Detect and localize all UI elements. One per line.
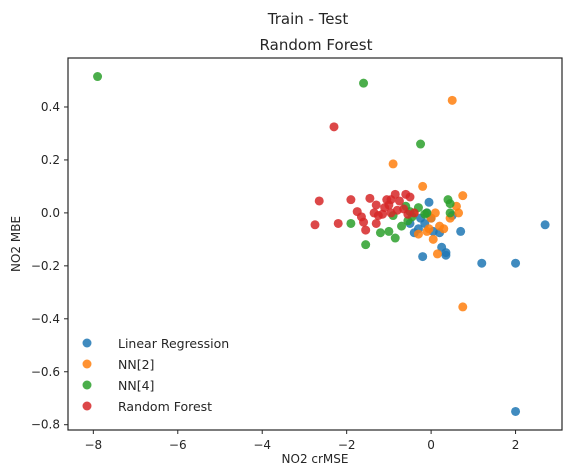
data-point <box>413 229 423 239</box>
data-point <box>361 240 371 250</box>
data-point <box>511 406 521 416</box>
x-tick-label: −2 <box>338 438 356 452</box>
data-point <box>409 208 419 218</box>
legend-marker <box>82 380 92 390</box>
data-point <box>437 242 447 252</box>
data-point <box>511 258 521 268</box>
legend-label: NN[2] <box>118 357 154 372</box>
data-point <box>390 233 400 243</box>
data-point <box>405 192 415 202</box>
data-point <box>386 208 396 218</box>
legend: Linear Regression NN[2] NN[4] Random Forest <box>82 336 229 414</box>
legend-label: NN[4] <box>118 378 154 393</box>
data-point <box>388 159 398 169</box>
data-points <box>93 72 550 416</box>
data-point <box>329 122 339 132</box>
data-point <box>418 181 428 191</box>
y-tick-label: −0.4 <box>31 312 60 326</box>
y-tick-label: 0.0 <box>41 206 60 220</box>
data-point <box>418 252 428 262</box>
legend-marker <box>82 338 92 348</box>
data-point <box>445 199 455 209</box>
data-point <box>375 228 385 238</box>
x-tick-label: 0 <box>427 438 435 452</box>
data-point <box>310 220 320 230</box>
data-point <box>384 200 394 210</box>
data-point <box>420 209 430 219</box>
data-point <box>384 226 394 236</box>
x-axis-label: NO2 crMSE <box>282 452 349 466</box>
y-tick-label: 0.4 <box>41 100 60 114</box>
data-point <box>477 258 487 268</box>
axis-ticks: −8 −6 −4 −2 0 2 −0.8 −0.6 −0.4 −0.2 0.0 0.2 0.4 <box>31 100 520 452</box>
legend-label: Linear Regression <box>118 336 229 351</box>
chart-title: Random Forest <box>260 36 373 54</box>
data-point <box>439 224 449 234</box>
legend-marker <box>82 359 92 369</box>
data-point <box>371 218 381 228</box>
data-point <box>361 225 371 235</box>
data-point <box>540 220 550 230</box>
data-point <box>346 218 356 228</box>
y-tick-label: −0.8 <box>31 418 60 432</box>
data-point <box>454 208 464 218</box>
data-point <box>399 204 409 214</box>
x-tick-label: −8 <box>84 438 102 452</box>
y-tick-label: 0.2 <box>41 153 60 167</box>
legend-marker <box>82 401 92 411</box>
series-3 <box>310 122 419 235</box>
data-point <box>333 218 343 228</box>
data-point <box>416 139 426 149</box>
data-point <box>346 195 356 205</box>
data-point <box>422 226 432 236</box>
data-point <box>403 216 413 226</box>
data-point <box>93 72 103 82</box>
x-tick-label: −4 <box>253 438 271 452</box>
data-point <box>432 249 442 259</box>
data-point <box>365 193 375 203</box>
x-tick-label: −6 <box>169 438 187 452</box>
data-point <box>359 217 369 227</box>
data-point <box>445 208 455 218</box>
y-tick-label: −0.2 <box>31 259 60 273</box>
data-point <box>458 191 468 201</box>
data-point <box>458 302 468 312</box>
data-point <box>456 226 466 236</box>
data-point <box>394 196 404 206</box>
figure-suptitle: Train - Test <box>267 10 349 28</box>
data-point <box>428 234 438 244</box>
data-point <box>359 78 369 88</box>
data-point <box>378 209 388 219</box>
y-axis-label: NO2 MBE <box>9 216 23 272</box>
data-point <box>314 196 324 206</box>
y-tick-label: −0.6 <box>31 365 60 379</box>
data-point <box>352 207 362 217</box>
data-point <box>397 221 407 231</box>
data-point <box>447 95 457 105</box>
data-point <box>371 200 381 210</box>
data-point <box>424 197 434 207</box>
plot-area <box>67 57 563 431</box>
legend-label: Random Forest <box>118 399 212 414</box>
x-tick-label: 2 <box>512 438 520 452</box>
